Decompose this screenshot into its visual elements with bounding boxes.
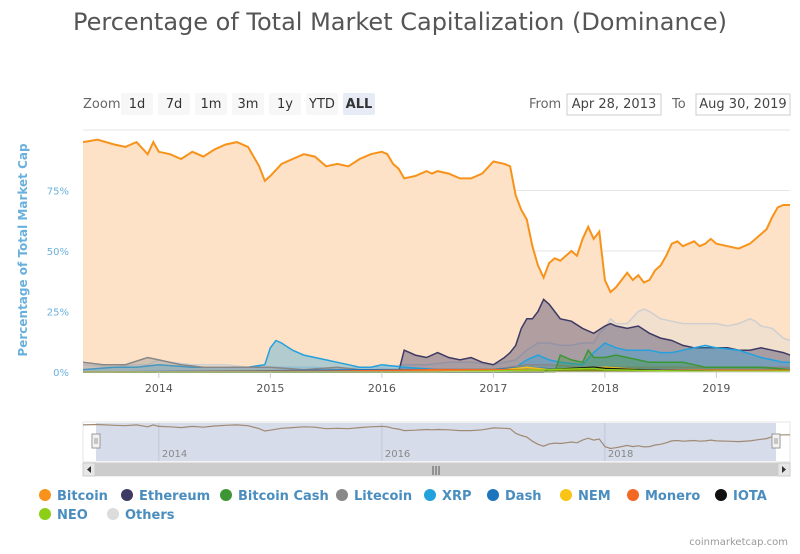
legend-marker-nem [560,489,572,501]
legend-marker-monero [627,489,639,501]
legend-label: Ethereum [139,489,210,504]
zoom-button-1m[interactable] [195,93,227,115]
navigator[interactable]: 2014 2016 2018 [82,423,790,461]
legend-item-others[interactable]: Others [107,508,175,523]
range-to-value: Aug 30, 2019 [699,97,786,112]
legend-marker-ethereum [121,489,133,501]
legend-label: Bitcoin [57,489,108,504]
navigator-series-line [82,423,790,450]
range-to-input[interactable] [695,93,791,116]
navigator-tick-label: 2016 [385,449,410,460]
navigator-tick-label: 2018 [608,449,633,460]
legend-item-neo[interactable]: NEO [39,508,88,523]
zoom-button-1d[interactable] [121,93,153,115]
legend-item-nem[interactable]: NEM [560,489,611,504]
navigator-left-handle[interactable] [91,433,101,449]
legend-marker-xrp [424,489,436,501]
series-line-bitcoin[interactable] [82,138,790,294]
legend-item-monero[interactable]: Monero [627,489,700,504]
legend-marker-others [107,508,119,520]
y-tick-label: 0% [53,368,69,379]
x-tick-label: 2019 [702,382,730,395]
legend-marker-dash [487,489,499,501]
series-area-xrp [83,340,790,372]
chart-title: Percentage of Total Market Capitalizatio… [73,8,727,36]
axes: 0% 25% 50% 75% 2014 2015 2016 2017 2018 2019 [47,187,790,395]
zoom-button-7d[interactable] [158,93,190,115]
legend-label: NEO [57,508,88,523]
x-tick-label: 2015 [256,382,284,395]
zoom-button-label: ALL [346,97,373,112]
scroll-right-icon [782,466,786,473]
series-area-bitcoin [83,139,790,372]
navigator-tick-label: 2014 [162,449,187,460]
legend-item-iota[interactable]: IOTA [715,489,767,504]
legend-marker-iota [715,489,727,501]
y-axis-title: Percentage of Total Market Cap [16,143,30,357]
legend-label: IOTA [733,489,767,504]
legend-item-bitcoin-cash[interactable]: Bitcoin Cash [220,489,329,504]
legend-label: Bitcoin Cash [238,489,329,504]
legend-label: Dash [505,489,542,504]
zoom-button-label: 1m [201,97,222,112]
zoom-button-label: 1d [129,97,146,112]
legend-item-bitcoin[interactable]: Bitcoin [39,489,108,504]
scrollbar-grip-icon: ||| [431,466,440,476]
y-tick-label: 25% [47,308,69,319]
legend-item-xrp[interactable]: XRP [424,489,472,504]
legend-marker-bitcoin-cash [220,489,232,501]
x-tick-label: 2016 [368,382,396,395]
legend-marker-bitcoin [39,489,51,501]
legend-label: Litecoin [354,489,412,504]
zoom-button-label: YTD [308,97,335,112]
legend: Bitcoin Ethereum Bitcoin Cash Litecoin XRP Da… [39,489,767,523]
legend-label: Others [125,508,175,523]
y-tick-label: 50% [47,247,69,258]
zoom-button-label: 1y [277,97,293,112]
legend-marker-neo [39,508,51,520]
zoom-button-label: 7d [166,97,183,112]
range-from-label: From [529,97,561,112]
navigator-right-handle[interactable] [771,433,781,449]
zoom-label: Zoom [83,97,120,112]
range-to-label: To [671,97,686,112]
x-tick-label: 2017 [479,382,507,395]
navigator-selected-range[interactable] [96,423,776,461]
legend-item-ethereum[interactable]: Ethereum [121,489,210,504]
zoom-button-ytd[interactable] [306,93,338,115]
zoom-button-label: 3m [238,97,259,112]
legend-label: Monero [645,489,700,504]
range-from-value: Apr 28, 2013 [572,97,657,112]
series-line-ethereum[interactable] [83,298,791,373]
plot-area[interactable] [82,138,791,373]
navigator-scrollbar[interactable]: ||| [82,462,791,477]
x-tick-label: 2018 [591,382,619,395]
legend-item-dash[interactable]: Dash [487,489,542,504]
scrollbar-thumb[interactable] [95,463,778,476]
series-area-neo [83,368,790,372]
legend-label: XRP [442,489,472,504]
legend-label: NEM [578,489,611,504]
zoom-button-1y[interactable] [269,93,301,115]
series-line-bitcoin-cash[interactable] [83,348,791,373]
legend-item-litecoin[interactable]: Litecoin [336,489,412,504]
zoom-button-group: 1d 7d 1m 3m 1y YTD ALL [121,93,375,115]
series-area-ethereum [83,299,790,372]
credit-link[interactable]: coinmarketcap.com [689,537,788,548]
range-from-input[interactable] [566,93,662,116]
series-area-bitcoin-cash [83,350,790,372]
legend-marker-litecoin [336,489,348,501]
scroll-left-icon [87,466,91,473]
zoom-button-3m[interactable] [232,93,264,115]
y-tick-label: 75% [47,187,69,198]
zoom-button-all[interactable] [343,93,375,115]
x-tick-label: 2014 [145,382,173,395]
